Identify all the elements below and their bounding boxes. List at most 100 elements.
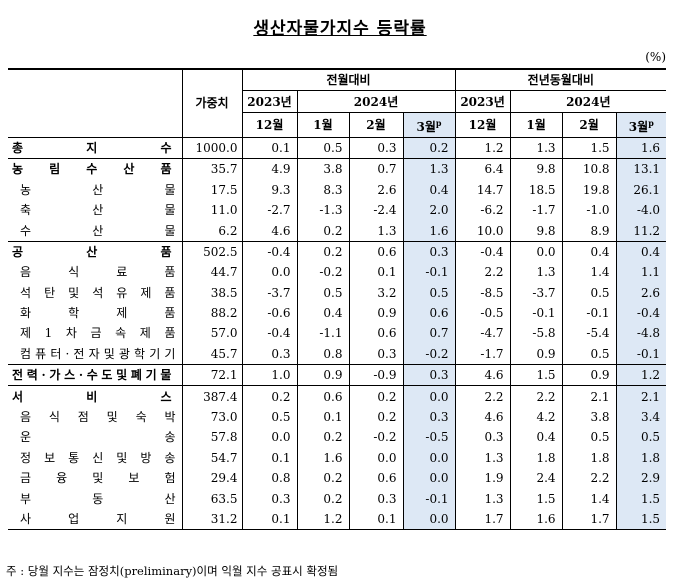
footnote: 주 : 당월 지수는 잠정치(preliminary)이며 익월 지수 공표시 … bbox=[6, 564, 339, 578]
cell-mom-2: 0.6 bbox=[348, 240, 403, 263]
cell-mom-2: 0.2 bbox=[348, 385, 403, 407]
header-year-2023-mom: 2023년 bbox=[241, 90, 297, 113]
cell-yoy-0: 1.3 bbox=[454, 488, 511, 509]
header-month-jan-yoy: 1월 bbox=[509, 112, 563, 138]
cell-mom-3: 0.7 bbox=[402, 323, 456, 344]
table-row: 수 산 물 6.2 4.6 0.2 1.3 1.6 10.0 9.8 8.9 11.2 bbox=[8, 220, 667, 242]
cell-mom-2: 0.0 bbox=[348, 447, 403, 469]
cell-mom-2: 0.3 bbox=[348, 488, 403, 509]
prelim-mark: p bbox=[648, 117, 654, 128]
ppi-table: 가중치 전월대비 전년동월대비 2023년 2024년 2023년 2024년 … bbox=[8, 67, 667, 531]
row-weight: 35.7 bbox=[181, 158, 242, 180]
cell-yoy-1: -5.8 bbox=[509, 323, 563, 344]
cell-yoy-0: 4.6 bbox=[454, 364, 511, 386]
header-weight: 가중치 bbox=[181, 67, 242, 138]
cell-yoy-3: 1.1 bbox=[615, 262, 667, 283]
cell-mom-2: -2.4 bbox=[348, 199, 403, 221]
cell-yoy-2: 10.8 bbox=[561, 158, 617, 180]
cell-yoy-1: 0.9 bbox=[509, 343, 563, 365]
row-weight: 387.4 bbox=[181, 385, 242, 407]
cell-yoy-0: 1.7 bbox=[454, 508, 511, 531]
row-weight: 44.7 bbox=[181, 262, 242, 283]
cell-mom-1: 0.5 bbox=[296, 136, 349, 159]
cell-mom-3: -0.1 bbox=[402, 488, 456, 509]
header-row-1: 가중치 전월대비 전년동월대비 bbox=[8, 67, 667, 138]
cell-mom-2: 0.2 bbox=[348, 406, 403, 428]
table-row: 석 탄 및 석 유 제 품 38.5 -3.7 0.5 3.2 0.5 -8.5 -3.7 0.5 2.6 bbox=[8, 282, 667, 303]
cell-mom-0: 0.8 bbox=[241, 468, 297, 489]
header-month-dec-mom: 12월 bbox=[241, 112, 297, 138]
cell-yoy-3: 1.2 bbox=[615, 364, 667, 386]
cell-yoy-1: -1.7 bbox=[509, 199, 563, 221]
cell-yoy-3: 2.9 bbox=[615, 468, 667, 489]
cell-yoy-3: -0.1 bbox=[615, 343, 667, 365]
cell-yoy-2: 0.5 bbox=[561, 427, 617, 448]
row-weight: 29.4 bbox=[181, 468, 242, 489]
cell-mom-0: 0.5 bbox=[241, 406, 297, 428]
cell-yoy-1: 1.5 bbox=[509, 488, 563, 509]
cell-yoy-2: 0.9 bbox=[561, 364, 617, 386]
cell-mom-1: 1.2 bbox=[296, 508, 349, 531]
cell-yoy-0: 2.2 bbox=[454, 262, 511, 283]
cell-mom-1: 0.2 bbox=[296, 488, 349, 509]
cell-mom-2: 0.3 bbox=[348, 343, 403, 365]
cell-mom-0: 0.0 bbox=[241, 262, 297, 283]
cell-mom-0: 0.2 bbox=[241, 385, 297, 407]
row-weight: 11.0 bbox=[181, 199, 242, 221]
cell-yoy-0: -0.5 bbox=[454, 302, 511, 324]
cell-yoy-2: 2.2 bbox=[561, 468, 617, 489]
row-label: 컴 퓨 터 · 전 자 및 광 학 기 기 bbox=[8, 344, 182, 365]
cell-mom-2: -0.9 bbox=[348, 364, 403, 386]
cell-mom-0: -2.7 bbox=[241, 199, 297, 221]
row-weight: 57.8 bbox=[181, 427, 242, 448]
cell-mom-1: -1.1 bbox=[296, 323, 349, 344]
header-month-feb-yoy: 2월 bbox=[561, 112, 617, 138]
cell-mom-3: 0.0 bbox=[402, 508, 456, 531]
cell-mom-0: 0.3 bbox=[241, 488, 297, 509]
cell-yoy-1: 0.0 bbox=[509, 240, 563, 263]
row-weight: 38.5 bbox=[181, 282, 242, 303]
cell-mom-2: 3.2 bbox=[348, 282, 403, 303]
cell-mom-3: 1.3 bbox=[402, 158, 456, 180]
cell-yoy-2: -0.1 bbox=[561, 302, 617, 324]
table-row: 음 식 료 품 44.7 0.0 -0.2 0.1 -0.1 2.2 1.3 1.4 1.1 bbox=[8, 262, 667, 283]
cell-mom-1: 0.2 bbox=[296, 240, 349, 263]
row-label: 전 력 · 가 스 · 수 도 및 폐 기 물 bbox=[8, 364, 182, 386]
cell-yoy-2: 2.1 bbox=[561, 385, 617, 407]
cell-yoy-1: 9.8 bbox=[509, 158, 563, 180]
header-month-feb-mom: 2월 bbox=[348, 112, 403, 138]
cell-yoy-0: 6.4 bbox=[454, 158, 511, 180]
table-row: 정 보 통 신 및 방 송 54.7 0.1 1.6 0.0 0.0 1.3 1.8 1.8 1.8 bbox=[8, 447, 667, 469]
table-row: 축 산 물 11.0 -2.7 -1.3 -2.4 2.0 -6.2 -1.7 -1.0 -4.0 bbox=[8, 199, 667, 221]
cell-yoy-2: 0.5 bbox=[561, 282, 617, 303]
cell-mom-1: -0.2 bbox=[296, 262, 349, 283]
cell-yoy-3: 2.6 bbox=[615, 282, 667, 303]
table-row: 화 학 제 품 88.2 -0.6 0.4 0.9 0.6 -0.5 -0.1 -0.1 -0.4 bbox=[8, 302, 667, 324]
table-row: 총 지 수 1000.0 0.1 0.5 0.3 0.2 1.2 1.3 1.5 1.6 bbox=[8, 136, 667, 159]
cell-yoy-3: 0.4 bbox=[615, 240, 667, 263]
cell-yoy-2: -5.4 bbox=[561, 323, 617, 344]
cell-mom-1: -1.3 bbox=[296, 199, 349, 221]
cell-mom-2: 0.9 bbox=[348, 302, 403, 324]
cell-yoy-0: 1.9 bbox=[454, 468, 511, 489]
cell-yoy-0: 10.0 bbox=[454, 220, 511, 242]
header-month-mar-mom: 3월p bbox=[402, 112, 456, 138]
cell-yoy-3: 2.1 bbox=[615, 385, 667, 407]
cell-mom-2: -0.2 bbox=[348, 427, 403, 448]
header-month-jan-mom: 1월 bbox=[296, 112, 349, 138]
header-row-3: 12월 1월 2월 3월p 12월 1월 2월 3월p bbox=[8, 112, 667, 138]
header-month-mar-mom-text: 3월 bbox=[416, 119, 436, 134]
